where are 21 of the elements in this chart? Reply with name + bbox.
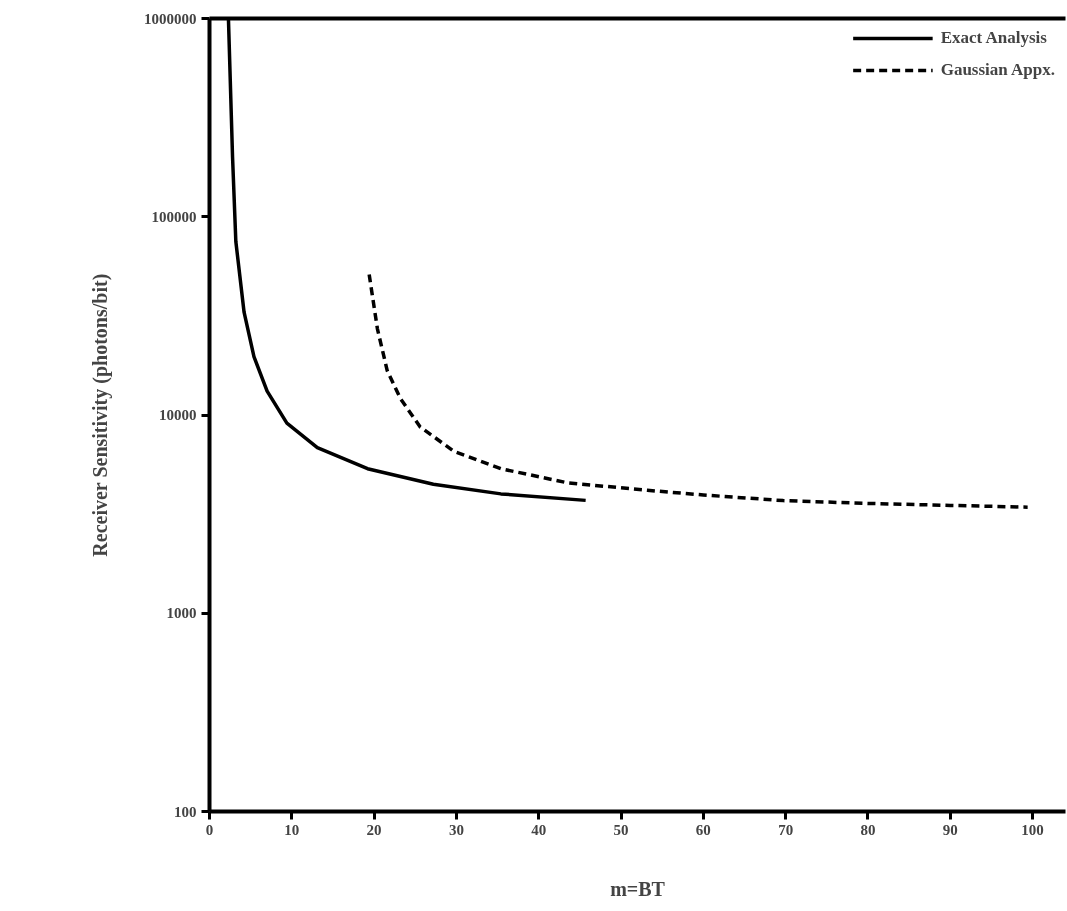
x-tick-label: 0	[205, 821, 214, 838]
y-tick-label: 10000	[159, 407, 197, 423]
legend-label: Gaussian Appx.	[940, 60, 1055, 80]
y-tick-label: 100000	[151, 208, 197, 225]
x-tick-label: 30	[448, 821, 464, 838]
x-tick-label: 100	[1021, 821, 1044, 838]
x-axis-title: m=BT	[610, 877, 666, 900]
x-tick-label: 50	[613, 821, 629, 838]
x-tick-label: 20	[366, 821, 382, 838]
x-tick-label: 70	[778, 821, 794, 838]
x-tick-label: 60	[695, 821, 711, 838]
line-series	[367, 272, 1030, 509]
x-tick-label: 90	[942, 821, 958, 838]
y-tick-label: 100	[174, 803, 197, 820]
y-tick-label: 1000	[166, 605, 197, 622]
y-axis-title: Receiver Sensitivity (photons/bit)	[89, 273, 112, 557]
y-tick-label: 1000000	[144, 10, 197, 27]
legend-label: Exact Analysis	[940, 28, 1047, 48]
x-tick-label: 40	[531, 821, 547, 838]
x-tick-label: 80	[860, 821, 876, 838]
x-tick-label: 10	[284, 821, 300, 838]
